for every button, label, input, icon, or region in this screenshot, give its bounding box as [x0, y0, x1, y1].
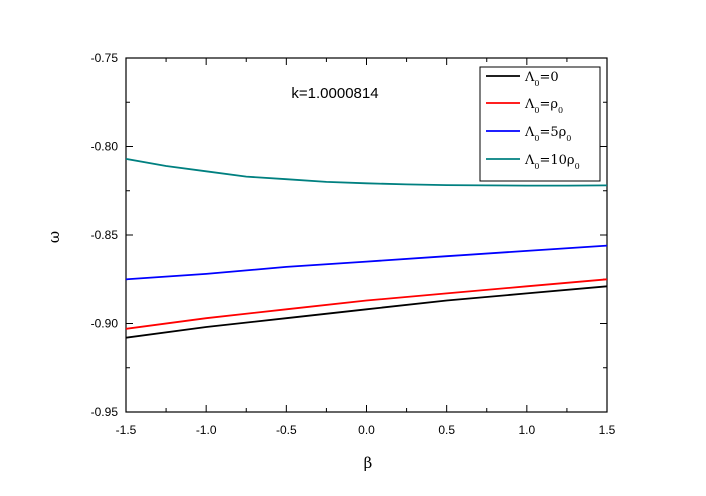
x-axis-title: β: [364, 454, 373, 472]
series-lines: [125, 158, 608, 339]
series-line-2: [125, 278, 608, 330]
series-line-3: [125, 244, 608, 281]
x-tick-label: 0.5: [438, 423, 455, 437]
series-line-1: [125, 285, 608, 339]
y-tick-label: -0.75: [91, 51, 119, 65]
x-tick-label: -0.5: [276, 423, 297, 437]
y-tick-label: -0.95: [91, 405, 119, 419]
x-tick-label: -1.0: [196, 423, 217, 437]
y-tick-label: -0.80: [91, 140, 119, 154]
legend-label-3: Λ0=5ρ0: [524, 125, 571, 143]
legend-label-4: Λ0=10ρ0: [524, 153, 580, 171]
y-tick-label: -0.90: [91, 317, 119, 331]
tick-labels: -1.5 -1.0 -0.5 0.0 0.5 1.0 1.5 -0.75 -0.80 -0.85 -…: [91, 51, 616, 437]
y-axis-title: ω: [45, 231, 63, 243]
ticks: [125, 57, 608, 413]
legend-label-2: Λ0=ρ0: [524, 97, 563, 115]
x-tick-label: -1.5: [116, 423, 137, 437]
x-tick-label: 1.0: [518, 423, 535, 437]
legend-box: [479, 66, 601, 182]
legend-label-1: Λ0=0: [524, 70, 559, 88]
x-tick-label: 0.0: [358, 423, 375, 437]
series-line-4: [125, 158, 608, 187]
x-tick-label: 1.5: [599, 423, 616, 437]
annotation: k=1.0000814: [291, 85, 378, 102]
y-tick-label: -0.85: [91, 228, 119, 242]
legend: Λ0=0 Λ0=ρ0 Λ0=5ρ0 Λ0=10ρ0: [479, 66, 601, 182]
